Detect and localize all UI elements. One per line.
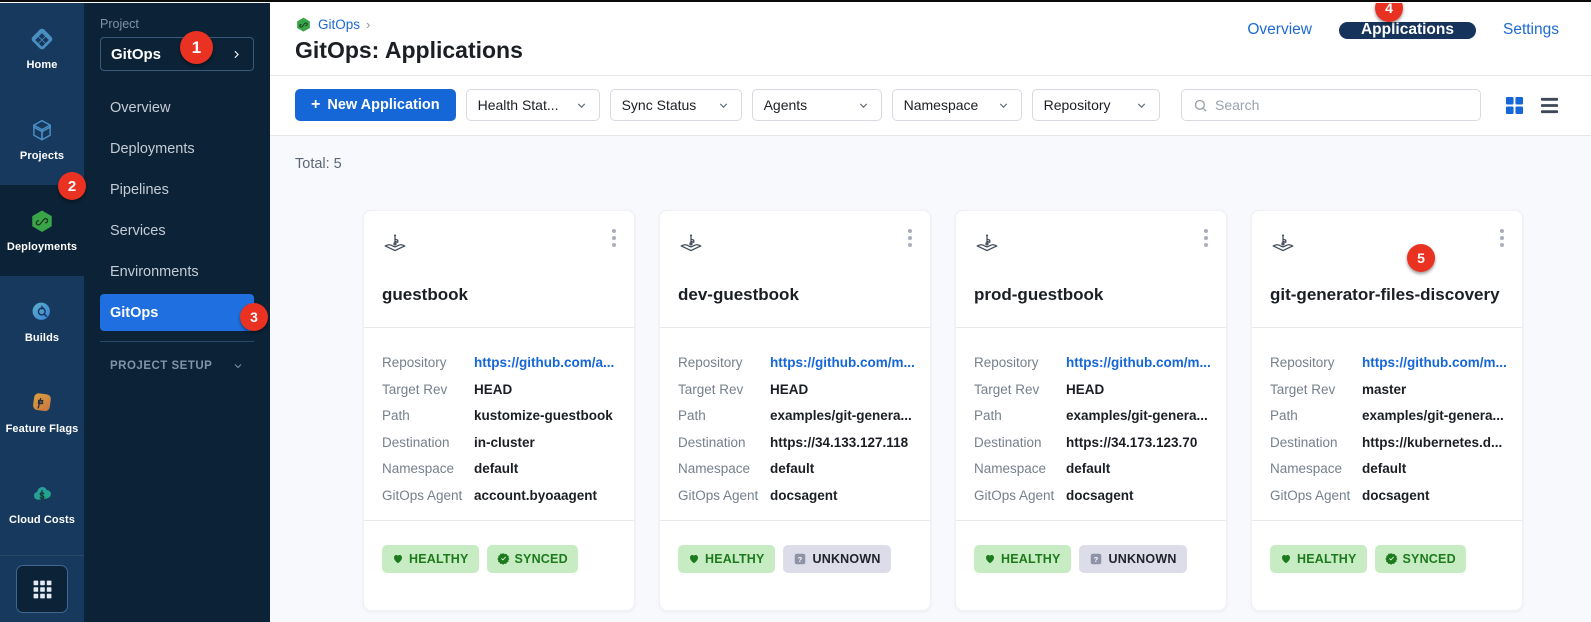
svg-text:?: ?	[797, 555, 802, 564]
svg-text:?: ?	[1093, 555, 1098, 564]
